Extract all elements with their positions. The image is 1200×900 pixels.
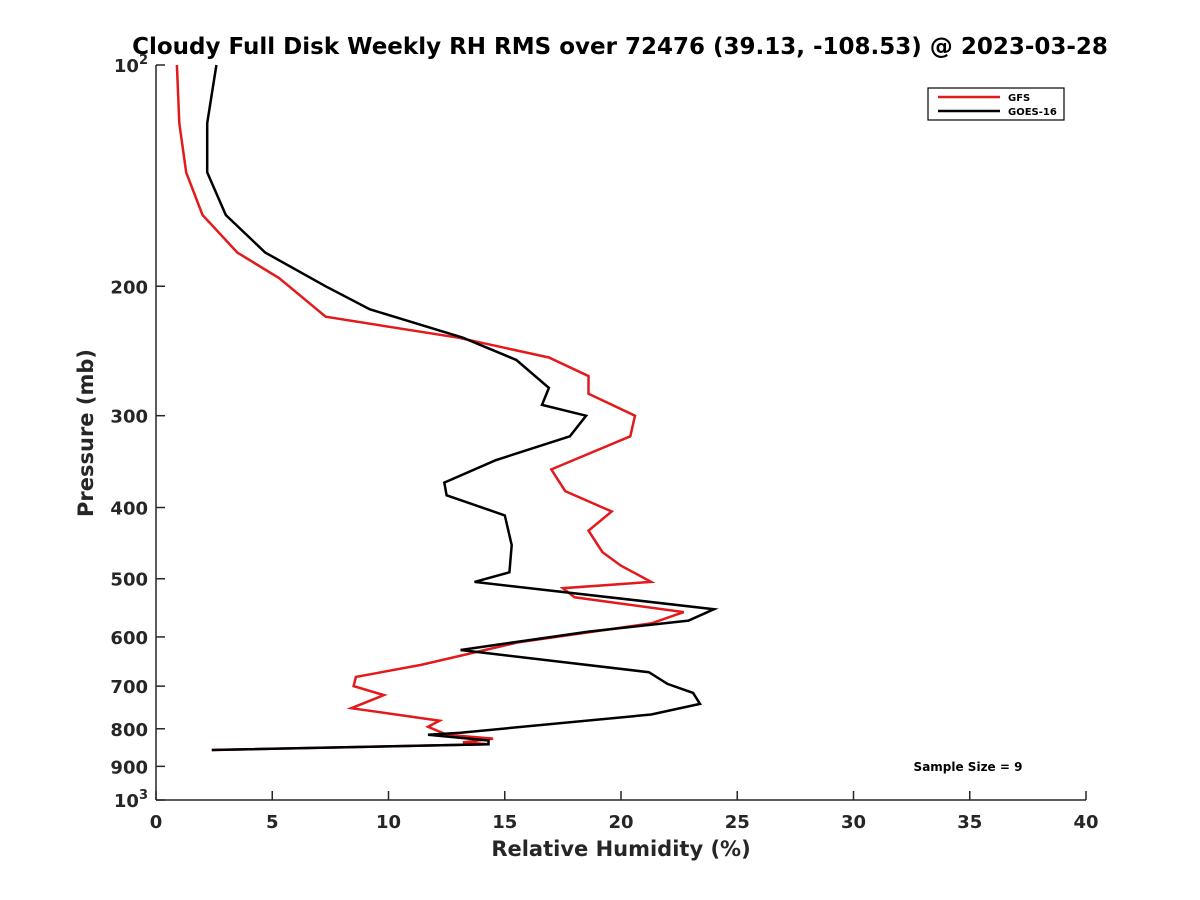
x-tick-label: 0 xyxy=(150,812,163,833)
y-tick-label: 102 xyxy=(114,53,148,77)
legend-box xyxy=(927,87,1065,121)
x-axis-label: Relative Humidity (%) xyxy=(491,837,750,861)
y-tick-label: 700 xyxy=(110,677,148,698)
x-tick-label: 30 xyxy=(841,812,866,833)
x-tick-label: 40 xyxy=(1073,812,1098,833)
y-tick-label: 600 xyxy=(110,628,148,649)
x-tick-label: 20 xyxy=(608,812,633,833)
y-tick-label: 800 xyxy=(110,720,148,741)
y-tick-label: 300 xyxy=(110,407,148,428)
y-tick-label: 103 xyxy=(114,788,148,812)
plot-lines xyxy=(175,64,719,752)
x-tick-label: 15 xyxy=(492,812,517,833)
x-tick-label: 5 xyxy=(266,812,279,833)
y-tick-label: 200 xyxy=(110,277,148,298)
y-ticks: 102 200 300 400 500 600 700 800 900 103 xyxy=(110,53,165,812)
legend: GFS GOES-16 xyxy=(927,87,1065,121)
legend-label-gfs: GFS xyxy=(1008,93,1030,104)
x-ticks: 0 5 10 15 20 25 30 35 40 xyxy=(150,791,1099,833)
series-line-goes16 xyxy=(205,64,719,752)
x-tick-label: 35 xyxy=(957,812,982,833)
y-tick-label: 500 xyxy=(110,570,148,591)
chart-title: Cloudy Full Disk Weekly RH RMS over 7247… xyxy=(132,34,1108,60)
y-tick-label: 900 xyxy=(110,757,148,778)
series-line-gfs xyxy=(175,64,685,752)
x-tick-label: 10 xyxy=(376,812,401,833)
legend-label-goes16: GOES-16 xyxy=(1008,107,1057,118)
x-tick-label: 25 xyxy=(725,812,750,833)
y-axis-label: Pressure (mb) xyxy=(74,349,98,517)
sample-size-annotation: Sample Size = 9 xyxy=(914,760,1023,774)
y-tick-label: 400 xyxy=(110,499,148,520)
